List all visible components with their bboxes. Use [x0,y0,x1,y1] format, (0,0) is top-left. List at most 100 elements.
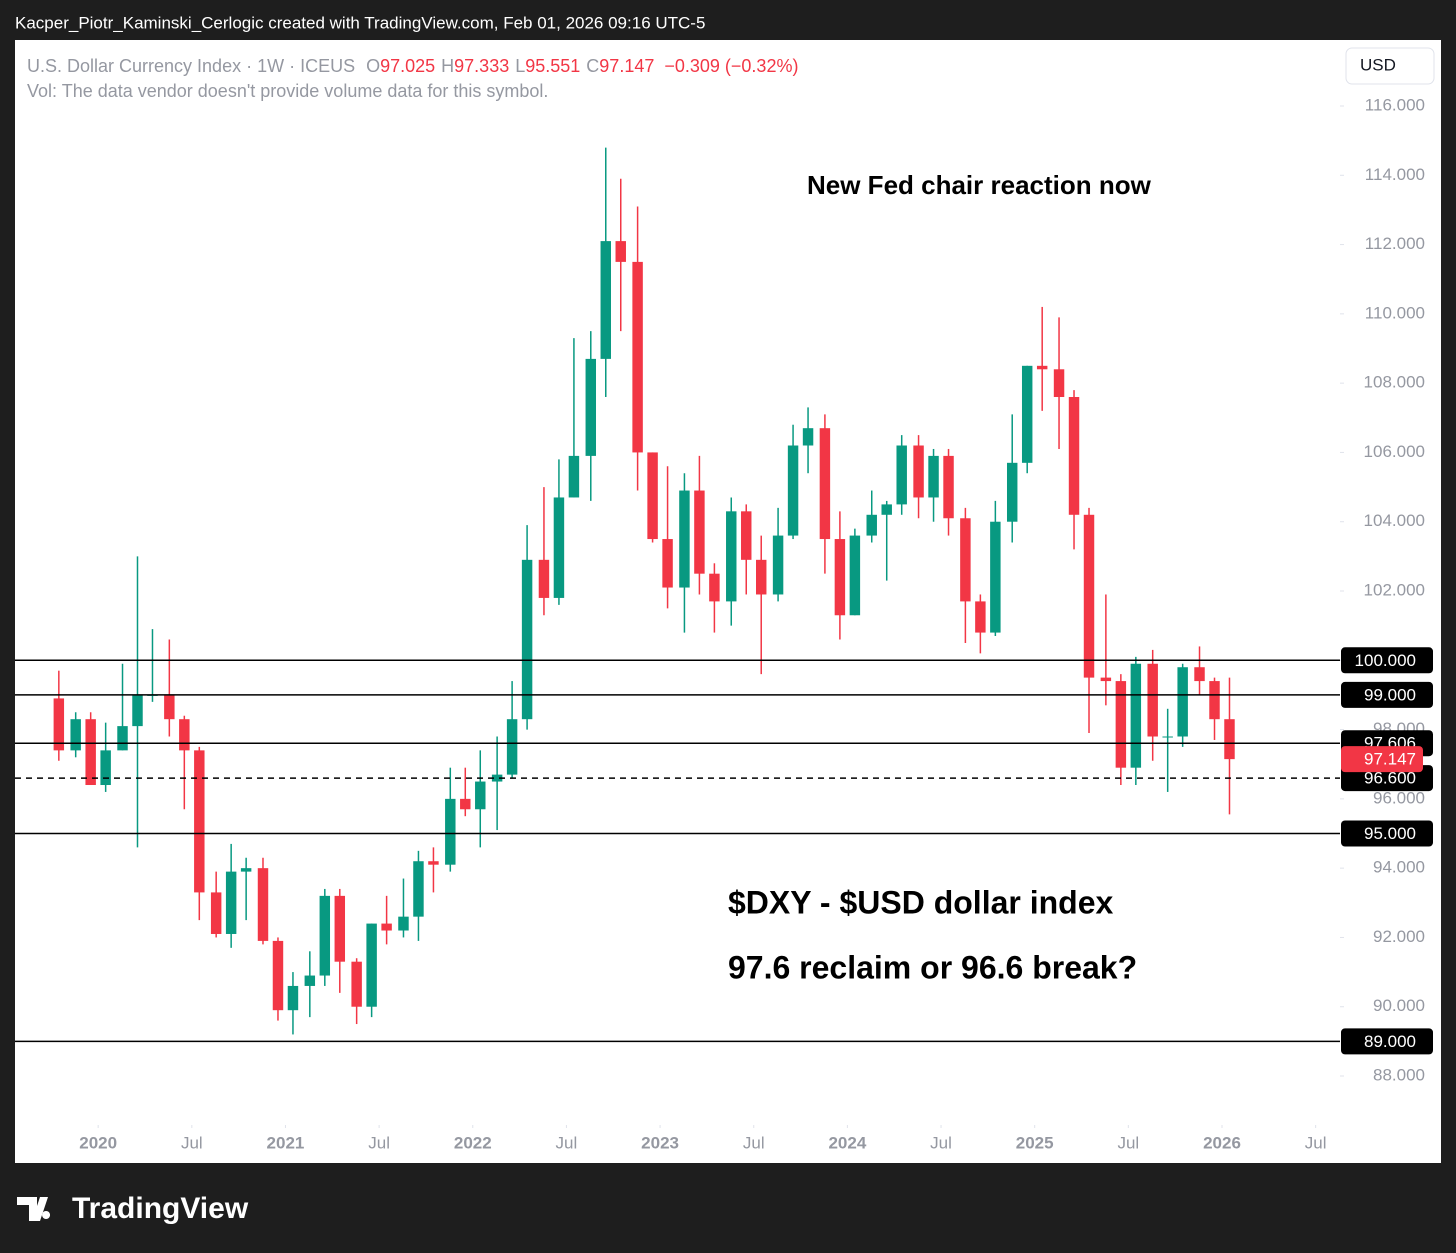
brand-name: TradingView [72,1192,249,1225]
candle-body [632,261,643,453]
ohlc-value: 95.551 [525,56,580,76]
y-tick-label: 90.000 [1373,996,1425,1015]
candle-body [694,490,705,574]
candle-body [85,719,96,786]
candle-body [287,985,299,1011]
candle-body [772,535,784,595]
candle-body [521,559,533,720]
level-label: 95.000 [1364,824,1416,843]
candle-body [1162,736,1173,738]
candle-body [1083,514,1095,678]
x-tick-label: Jul [368,1133,390,1152]
candle-body [398,916,409,931]
ohlc-key: O [366,56,380,76]
annotation: New Fed chair reaction now [807,170,1152,200]
x-tick-label: Jul [181,1133,203,1152]
level-label: 96.600 [1364,769,1416,788]
ohlc-value: 97.025 [380,56,435,76]
x-tick-label: 2026 [1203,1133,1241,1152]
y-tick-label: 94.000 [1373,858,1425,877]
last-price-box [1341,746,1423,773]
candle-body [1053,369,1065,398]
symbol-name: U.S. Dollar Currency Index · 1W · ICEUS [27,56,355,76]
x-tick-label: Jul [1117,1133,1139,1152]
candle-body [990,521,1001,633]
level-label: 99.000 [1364,685,1416,704]
x-tick-label: 2023 [641,1133,679,1152]
x-tick-label: Jul [930,1133,952,1152]
chart-panel [15,40,1441,1163]
candle-body [553,497,565,598]
candle-body [225,871,237,934]
price-change: −0.309 (−0.32%) [664,56,798,76]
candle-body [849,535,861,616]
volume-note: Vol: The data vendor doesn't provide vol… [27,81,548,101]
last-price-label: 97.147 [1364,750,1416,769]
candle-body [647,452,658,540]
level-label-box [1341,1028,1433,1055]
candle-body [117,726,128,751]
candle-body [366,923,377,1007]
candle-body [787,445,799,536]
candle-body [272,940,284,1011]
annotation: $DXY - $USD dollar index [728,884,1114,920]
candle-body [428,861,439,865]
candle-body [351,961,362,1007]
candle-body [819,428,831,540]
candle-body [1021,365,1033,463]
y-tick-label: 108.000 [1364,373,1425,392]
candle-body [1006,462,1018,522]
candle-body [381,923,392,931]
level-label: 100.000 [1355,651,1416,670]
y-tick-label: 112.000 [1365,234,1425,253]
candle-body [164,694,175,720]
candle-body [866,514,877,536]
candle-body [975,601,986,633]
candle-body [943,455,954,519]
logo-icon [17,1197,51,1221]
x-tick-label: Jul [743,1133,765,1152]
candle-body [615,241,626,262]
candle-body [240,868,252,872]
candle-body [1130,663,1142,768]
candle-body [1100,677,1112,682]
currency-button[interactable] [1345,47,1435,85]
symbol-legend: U.S. Dollar Currency Index · 1W · ICEUS O… [27,56,798,76]
candle-body [1209,681,1220,720]
candle-body [460,798,471,810]
candle-body [896,445,907,505]
ohlc-key: L [515,56,525,76]
candle-body [679,490,690,588]
x-tick-label: 2025 [1016,1133,1054,1152]
level-label-box [1341,647,1433,674]
y-tick-label: 116.000 [1365,95,1425,114]
candle-body [304,975,316,986]
candle-body [1224,719,1235,760]
candle-body [1147,663,1158,737]
candle-body [53,698,65,751]
y-tick-label: 114.000 [1365,165,1425,184]
y-tick-label: 110.000 [1365,303,1425,322]
candle-body [741,511,752,560]
ohlc-value: 97.147 [599,56,654,76]
candle-body [506,719,518,775]
candle-body [834,539,846,616]
ohlc-value: 97.333 [454,56,509,76]
y-tick-label: 104.000 [1364,511,1425,530]
level-label-box [1341,820,1433,847]
candle-body [1115,681,1127,768]
candle-body [413,861,424,917]
y-tick-label: 92.000 [1373,927,1425,946]
candle-body [662,539,673,588]
candle-body [1194,667,1205,682]
annotation: 97.6 reclaim or 96.6 break? [728,949,1137,985]
candle-body [585,358,597,456]
candle-body [491,774,503,782]
candle-body [100,750,111,786]
x-tick-label: 2022 [454,1133,492,1152]
candle-body [1068,397,1080,515]
level-label: 89.000 [1364,1032,1416,1051]
candle-body [194,750,205,893]
currency-label: USD [1360,55,1396,74]
